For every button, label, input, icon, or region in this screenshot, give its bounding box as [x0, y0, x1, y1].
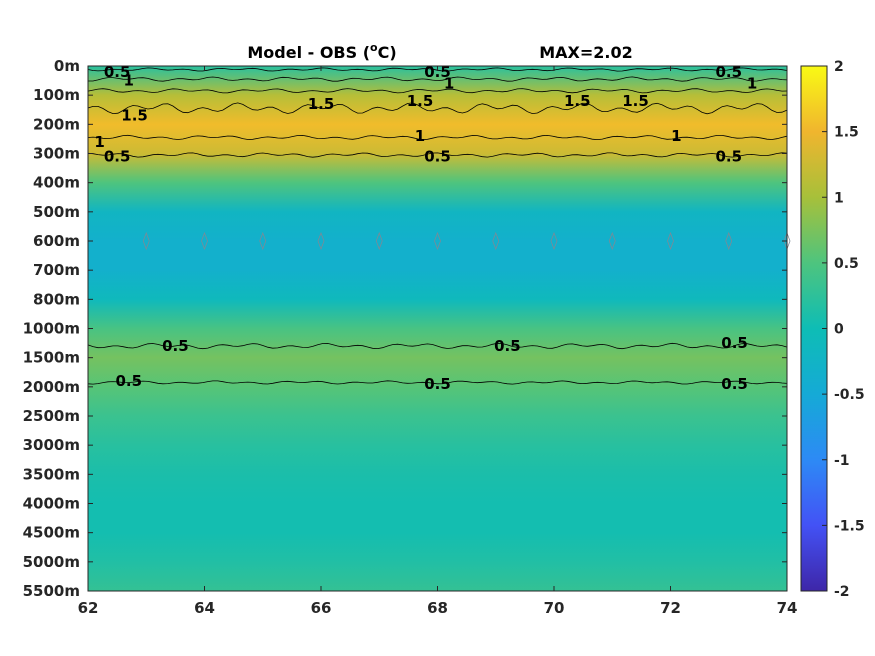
colorbar-tick-label: -2 — [834, 584, 850, 600]
x-tick-label: 66 — [311, 599, 332, 617]
contour-line — [87, 152, 788, 158]
contour-label: 0.5 — [424, 147, 451, 165]
y-tick-label: 5500m — [23, 582, 80, 600]
y-tick-label: 1000m — [23, 320, 80, 338]
y-tick-label: 100m — [33, 86, 80, 104]
plot-area: 0.511.510.50.511.5 1.510.50.511.5 1.510.50… — [87, 63, 791, 592]
contour-label: 1.5 — [308, 95, 335, 113]
grid-marker — [375, 231, 383, 251]
colorbar-tick-label: 0 — [834, 322, 844, 338]
y-tick-label: 400m — [33, 174, 80, 192]
y-tick-label: 200m — [33, 115, 80, 133]
contour-line — [87, 102, 788, 115]
contour-label: 1 — [444, 75, 454, 93]
grid-marker — [142, 231, 150, 251]
grid-marker — [434, 231, 441, 251]
contour-line — [87, 134, 788, 141]
colorbar-ticks: 2 1.5 1 0.5 0 -0.5 -1 -1.5 -2 — [822, 59, 865, 600]
colorbar: 2 1.5 1 0.5 0 -0.5 -1 -1.5 -2 — [800, 59, 865, 600]
heatmap-field — [88, 66, 787, 591]
contour-label: 1 — [415, 127, 425, 145]
grid-marker — [259, 231, 267, 251]
y-tick-label: 300m — [33, 145, 80, 163]
y-tick-label: 600m — [33, 232, 80, 250]
grid-markers — [142, 231, 791, 251]
grid-marker — [550, 231, 558, 251]
contour-label: 1 — [747, 75, 757, 93]
contour-label: 1.5 — [564, 92, 591, 110]
x-axis: 62 64 66 68 70 72 74 — [78, 66, 798, 617]
y-axis: 0m 100m 200m 300m 400m 500m 600m 700m 800m 1000m 1… — [23, 57, 787, 600]
y-tick-label: 2000m — [23, 378, 80, 396]
colorbar-tick-label: -0.5 — [834, 387, 865, 403]
y-tick-label: 5000m — [23, 553, 80, 571]
x-tick-label: 62 — [78, 599, 99, 617]
contour-label: 0.5 — [715, 147, 742, 165]
contour-label: 0.5 — [115, 372, 142, 390]
contour-label: 1 — [94, 133, 104, 151]
contour-label: 1.5 — [622, 92, 649, 110]
y-tick-label: 4000m — [23, 495, 80, 513]
x-tick-label: 68 — [427, 599, 448, 617]
contour-label: 0.5 — [494, 337, 521, 355]
x-tick-label: 72 — [660, 599, 681, 617]
grid-marker — [608, 231, 616, 251]
y-tick-label: 800m — [33, 290, 80, 308]
contour-label: 1.5 — [121, 107, 148, 125]
contour-label: 0.5 — [104, 63, 131, 81]
contour-label: 0.5 — [715, 63, 742, 81]
contour-line — [87, 380, 788, 385]
contour-label: 1 — [124, 72, 134, 90]
contour-label: 0.5 — [721, 375, 748, 393]
grid-marker — [667, 231, 674, 251]
colorbar-tick-label: 2 — [834, 59, 844, 75]
contour-label: 1.5 — [407, 92, 434, 110]
y-tick-label: 500m — [33, 203, 80, 221]
x-tick-label: 64 — [194, 599, 215, 617]
contour-line — [87, 88, 788, 94]
grid-marker — [201, 231, 208, 251]
contour-label: 1 — [671, 127, 681, 145]
colorbar-tick-label: 1 — [834, 190, 844, 206]
colorbar-tick-label: 1.5 — [834, 125, 859, 141]
contour-label: 0.5 — [162, 337, 189, 355]
contour-lines — [87, 67, 788, 385]
grid-marker — [725, 231, 733, 251]
colorbar-tick-label: -1 — [834, 453, 850, 469]
contour-label: 0.5 — [721, 334, 748, 352]
y-tick-label: 0m — [54, 57, 80, 75]
chart-title: Model - OBS (oC) — [247, 41, 396, 62]
contour-line — [87, 342, 788, 350]
y-tick-label: 1500m — [23, 349, 80, 367]
x-tick-label: 70 — [544, 599, 565, 617]
y-tick-label: 700m — [33, 261, 80, 279]
colorbar-tick-label: -1.5 — [834, 518, 865, 534]
x-tick-label: 74 — [777, 599, 798, 617]
contour-label: 0.5 — [104, 147, 131, 165]
y-tick-label: 4500m — [23, 524, 80, 542]
max-value-label: MAX=2.02 — [539, 43, 633, 62]
y-tick-label: 2500m — [23, 407, 80, 425]
contour-label: 0.5 — [424, 375, 451, 393]
contour-label-group: 0.511.510.50.511.5 1.510.50.511.5 1.510.50… — [94, 63, 757, 393]
grid-marker — [317, 231, 325, 251]
y-tick-label: 3500m — [23, 465, 80, 483]
y-tick-label: 3000m — [23, 436, 80, 454]
grid-marker — [492, 231, 500, 251]
colorbar-tick-label: 0.5 — [834, 256, 859, 272]
contour-line — [88, 76, 788, 82]
contour-label: 0.5 — [424, 63, 451, 81]
